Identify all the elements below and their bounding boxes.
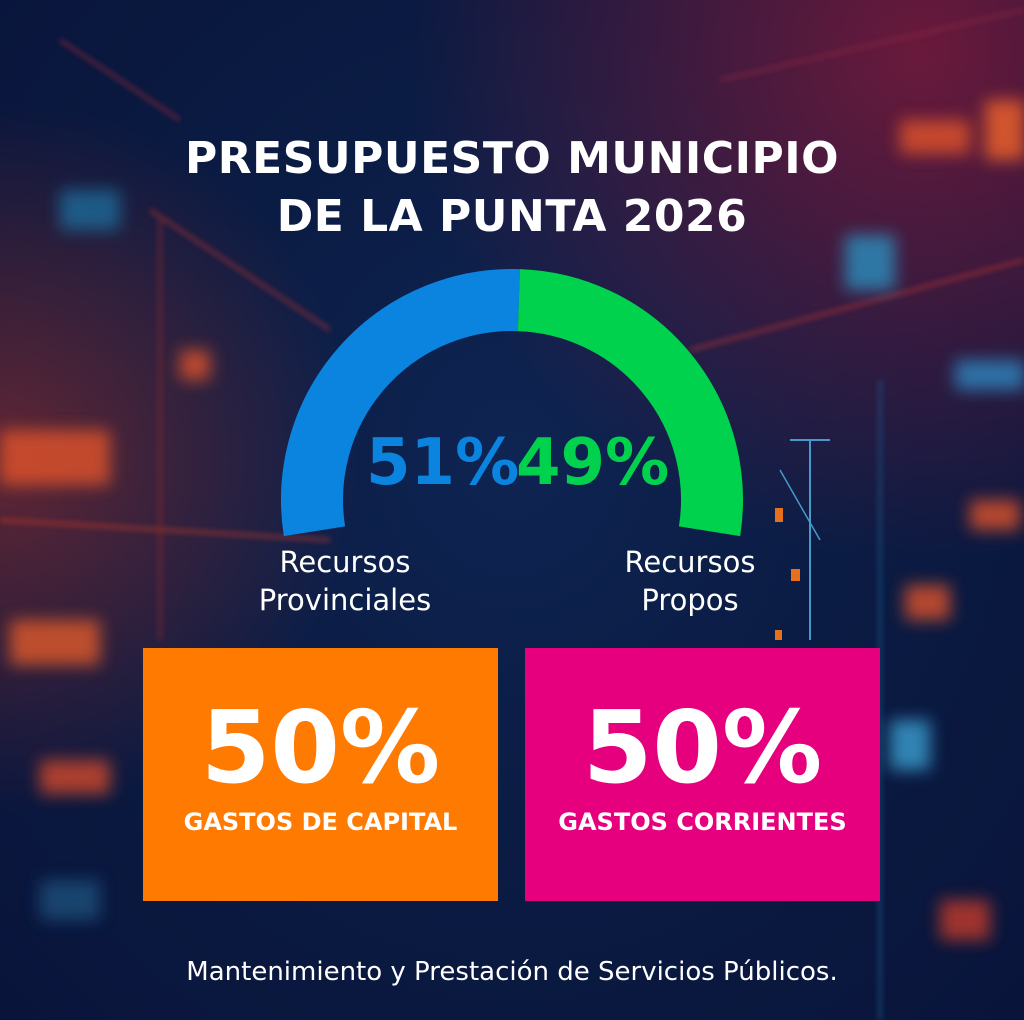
capital-expenses-value: 50% xyxy=(200,689,441,806)
capital-expenses-tile: 50% GASTOS DE CAPITAL xyxy=(143,648,498,901)
current-expenses-value: 50% xyxy=(582,689,823,806)
capital-expenses-label: GASTOS DE CAPITAL xyxy=(183,808,458,836)
category-label-provinciales: Recursos Provinciales xyxy=(220,543,470,619)
page-title: PRESUPUESTO MUNICIPIO DE LA PUNTA 2026 xyxy=(0,130,1024,246)
category-label-provinciales-line-2: Provinciales xyxy=(258,583,432,617)
title-line-2: DE LA PUNTA 2026 xyxy=(276,191,748,242)
value-label-propios: 49% xyxy=(516,426,670,500)
category-label-provinciales-line-1: Recursos xyxy=(279,545,411,579)
current-expenses-tile: 50% GASTOS CORRIENTES xyxy=(525,648,880,901)
value-label-provinciales: 51% xyxy=(366,426,520,500)
category-label-propios-line-2: Propos xyxy=(641,583,739,617)
gauge-arc-provinciales xyxy=(281,269,520,537)
title-line-1: PRESUPUESTO MUNICIPIO xyxy=(185,133,839,184)
footer-note: Mantenimiento y Prestación de Servicios … xyxy=(186,957,838,987)
category-label-propios-line-1: Recursos xyxy=(624,545,756,579)
current-expenses-label: GASTOS CORRIENTES xyxy=(558,808,847,836)
gauge-arc-propios xyxy=(517,269,743,537)
category-label-propios: Recursos Propos xyxy=(565,543,815,619)
